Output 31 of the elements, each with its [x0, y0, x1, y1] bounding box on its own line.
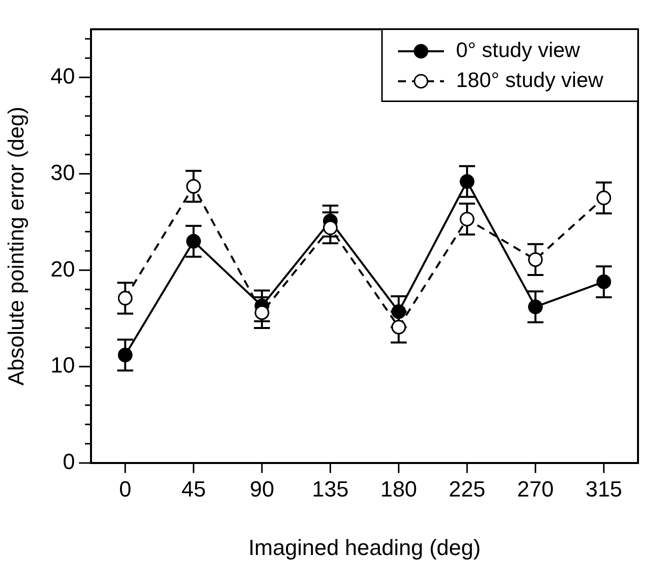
point: [186, 179, 201, 194]
point: [460, 174, 474, 189]
x-tick-label: 135: [312, 476, 349, 502]
legend-label: 0° study view: [456, 38, 581, 62]
y-tick-label: 20: [50, 256, 75, 282]
x-tick-label: 180: [380, 476, 418, 502]
x-tick-label: 315: [585, 476, 622, 502]
x-tick-label: 45: [181, 476, 206, 502]
point: [118, 348, 132, 362]
x-tick-label: 225: [448, 476, 486, 502]
y-tick-label: 10: [50, 352, 75, 378]
point: [528, 252, 543, 267]
y-tick-label: 30: [50, 160, 75, 185]
point: [118, 290, 132, 306]
x-tick-label: 270: [517, 476, 554, 502]
legend-label: 180° study view: [456, 68, 604, 92]
point: [596, 190, 612, 206]
y-axis-title: Absolute pointing error (deg): [3, 106, 28, 386]
point: [186, 234, 201, 249]
point: [254, 305, 270, 320]
y-tick-label: 40: [50, 63, 75, 88]
point: [323, 220, 338, 236]
point: [391, 304, 406, 319]
point: [460, 212, 474, 226]
point: [528, 300, 543, 314]
x-axis-title: Imagined heading (deg): [248, 534, 481, 560]
x-tick-label: 90: [250, 476, 274, 502]
x-tick-label: 0: [119, 476, 132, 502]
y-tick-label: 0: [62, 449, 75, 474]
point: [596, 274, 612, 290]
point: [391, 320, 406, 334]
